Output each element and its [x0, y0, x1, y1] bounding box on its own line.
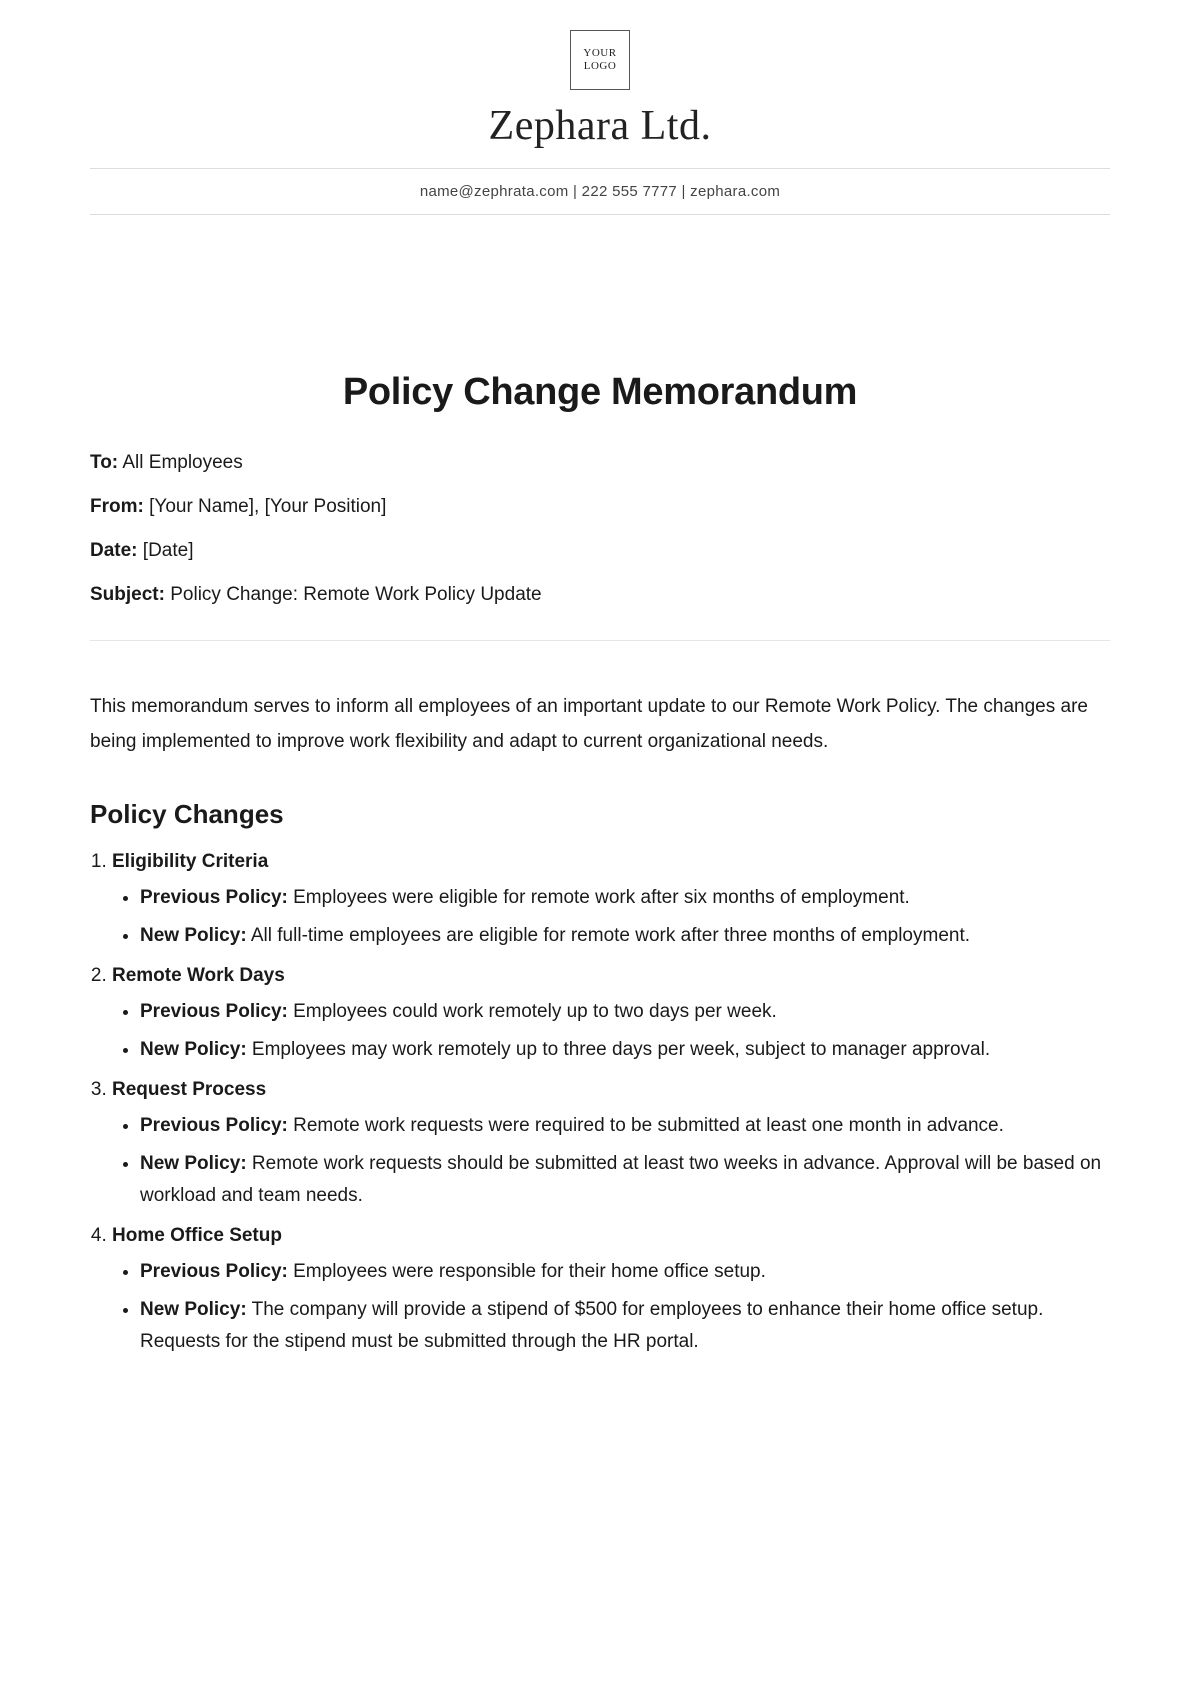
new-text: The company will provide a stipend of $5… — [140, 1299, 1043, 1352]
previous-label: Previous Policy: — [140, 1115, 288, 1136]
divider — [90, 640, 1110, 641]
document-title: Policy Change Memorandum — [90, 371, 1110, 414]
section-heading-policy-changes: Policy Changes — [90, 799, 1110, 830]
new-text: All full-time employees are eligible for… — [247, 925, 970, 946]
change-sublist: Previous Policy: Employees were eligible… — [112, 882, 1110, 953]
previous-text: Employees could work remotely up to two … — [288, 1001, 777, 1022]
change-title: Remote Work Days — [112, 960, 1110, 991]
previous-label: Previous Policy: — [140, 887, 288, 908]
logo-placeholder: YOUR LOGO — [570, 30, 630, 90]
new-text: Remote work requests should be submitted… — [140, 1153, 1101, 1206]
meta-subject-label: Subject: — [90, 584, 165, 605]
intro-paragraph: This memorandum serves to inform all emp… — [90, 689, 1110, 759]
new-text: Employees may work remotely up to three … — [247, 1039, 990, 1060]
previous-policy: Previous Policy: Remote work requests we… — [140, 1110, 1110, 1142]
logo-line1: YOUR — [583, 47, 616, 60]
new-label: New Policy: — [140, 1039, 247, 1060]
previous-text: Remote work requests were required to be… — [288, 1115, 1004, 1136]
logo-line2: LOGO — [584, 60, 617, 73]
new-label: New Policy: — [140, 1153, 247, 1174]
meta-date-label: Date: — [90, 540, 138, 561]
change-sublist: Previous Policy: Remote work requests we… — [112, 1110, 1110, 1213]
letterhead: YOUR LOGO Zephara Ltd. name@zephrata.com… — [90, 30, 1110, 231]
change-sublist: Previous Policy: Employees were responsi… — [112, 1256, 1110, 1359]
meta-from-label: From: — [90, 496, 144, 517]
change-title: Request Process — [112, 1074, 1110, 1105]
meta-block: To: All Employees From: [Your Name], [Yo… — [90, 444, 1110, 614]
previous-label: Previous Policy: — [140, 1001, 288, 1022]
meta-from: From: [Your Name], [Your Position] — [90, 488, 1110, 526]
change-item: Home Office Setup Previous Policy: Emplo… — [112, 1220, 1110, 1358]
new-policy: New Policy: The company will provide a s… — [140, 1294, 1110, 1359]
meta-to: To: All Employees — [90, 444, 1110, 482]
meta-subject-value: Policy Change: Remote Work Policy Update — [165, 584, 542, 605]
new-label: New Policy: — [140, 925, 247, 946]
change-title: Eligibility Criteria — [112, 846, 1110, 877]
new-policy: New Policy: Remote work requests should … — [140, 1148, 1110, 1213]
previous-label: Previous Policy: — [140, 1261, 288, 1282]
change-sublist: Previous Policy: Employees could work re… — [112, 996, 1110, 1067]
rule-bottom — [90, 214, 1110, 215]
meta-from-value: [Your Name], [Your Position] — [144, 496, 387, 517]
contact-line: name@zephrata.com | 222 555 7777 | zepha… — [90, 169, 1110, 214]
meta-subject: Subject: Policy Change: Remote Work Poli… — [90, 576, 1110, 614]
previous-policy: Previous Policy: Employees could work re… — [140, 996, 1110, 1028]
previous-text: Employees were eligible for remote work … — [288, 887, 910, 908]
meta-to-label: To: — [90, 452, 118, 473]
meta-date: Date: [Date] — [90, 532, 1110, 570]
new-policy: New Policy: All full-time employees are … — [140, 920, 1110, 952]
previous-text: Employees were responsible for their hom… — [288, 1261, 766, 1282]
meta-date-value: [Date] — [138, 540, 194, 561]
previous-policy: Previous Policy: Employees were responsi… — [140, 1256, 1110, 1288]
new-label: New Policy: — [140, 1299, 247, 1320]
change-item: Eligibility Criteria Previous Policy: Em… — [112, 846, 1110, 952]
meta-to-value: All Employees — [118, 452, 243, 473]
policy-changes-list: Eligibility Criteria Previous Policy: Em… — [90, 846, 1110, 1358]
previous-policy: Previous Policy: Employees were eligible… — [140, 882, 1110, 914]
change-item: Request Process Previous Policy: Remote … — [112, 1074, 1110, 1212]
company-name: Zephara Ltd. — [90, 102, 1110, 150]
new-policy: New Policy: Employees may work remotely … — [140, 1034, 1110, 1066]
change-title: Home Office Setup — [112, 1220, 1110, 1251]
change-item: Remote Work Days Previous Policy: Employ… — [112, 960, 1110, 1066]
